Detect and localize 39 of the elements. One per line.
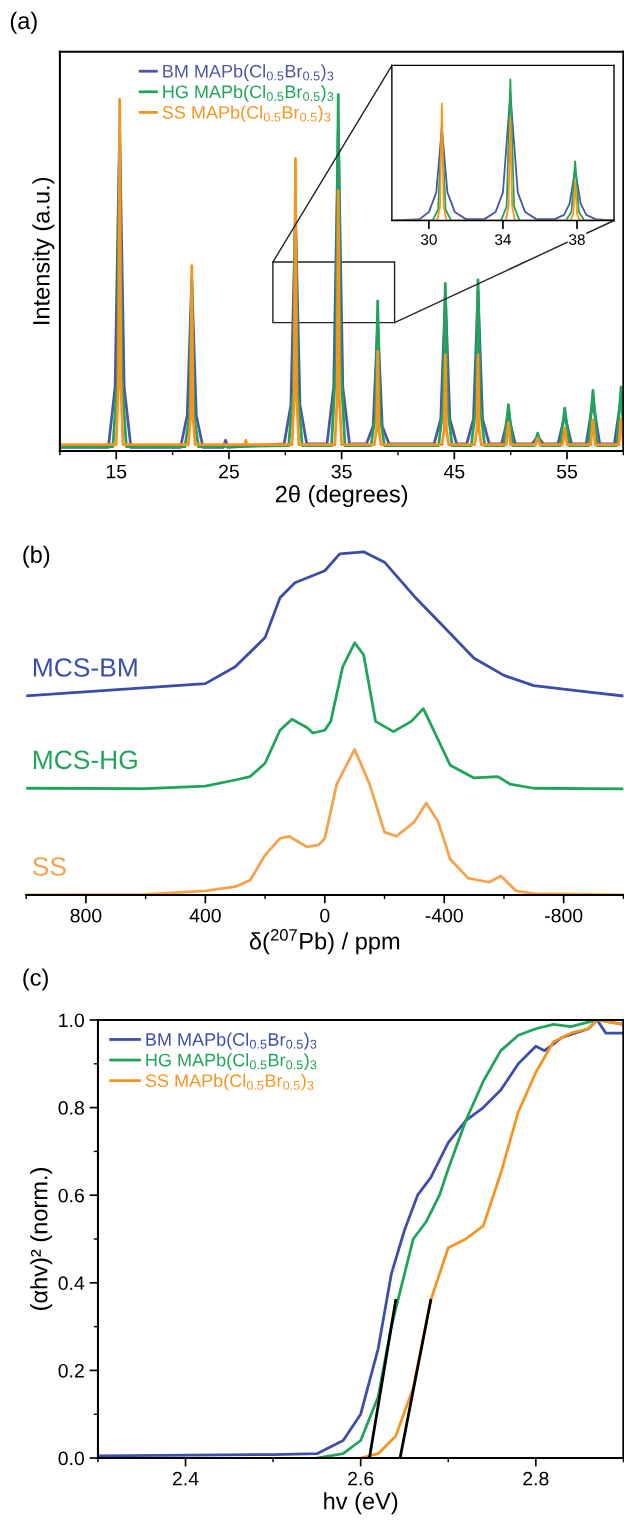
x-axis-title: 2θ (degrees) bbox=[275, 485, 408, 508]
x-tick-label: 25 bbox=[219, 464, 239, 479]
series-label: SS bbox=[32, 857, 66, 876]
legend-label: SS MAPb(Cl$_{0.5}$Br$_{0.5}$)$_{3}$ bbox=[145, 1073, 314, 1091]
x-tick-label: 2.4 bbox=[173, 1471, 199, 1486]
legend-label: BM MAPb(Cl$_{0.5}$Br$_{0.5}$)$_{3}$ bbox=[146, 1032, 317, 1050]
legend-label: HG MAPb(Cl$_{0.5}$Br$_{0.5}$)$_{3}$ bbox=[163, 84, 334, 102]
x-tick-label: 55 bbox=[556, 464, 578, 479]
y-tick-label: 0.6 bbox=[58, 1188, 84, 1203]
y-tick-label: 1.0 bbox=[59, 1013, 85, 1028]
legend-label: SS MAPb(Cl$_{0.5}$Br$_{0.5}$)$_{3}$ bbox=[162, 105, 331, 123]
x-tick-label: 2.6 bbox=[348, 1471, 374, 1486]
x-tick-label: 30 bbox=[420, 234, 437, 245]
x-tick-label: 35 bbox=[331, 464, 352, 479]
y-axis-title: (αhv)² (norm.) bbox=[30, 1168, 53, 1310]
x-tick-label: -800 bbox=[545, 908, 583, 923]
x-tick-label: 2.8 bbox=[523, 1471, 549, 1486]
chart-title: (a) bbox=[10, 11, 37, 34]
x-axis-title: hv (eV) bbox=[324, 1492, 398, 1515]
y-tick-label: 0.0 bbox=[58, 1451, 85, 1466]
y-tick-label: 0.2 bbox=[58, 1363, 84, 1378]
y-axis-title: Intensity (a.u.) bbox=[32, 178, 55, 324]
y-tick-label: 0.4 bbox=[58, 1276, 85, 1291]
x-tick-label: 34 bbox=[495, 234, 511, 245]
x-tick-label: 0 bbox=[320, 908, 330, 923]
chart-title: (b) bbox=[23, 545, 50, 568]
series-label: MCS-BM bbox=[33, 658, 137, 677]
x-axis-title: δ($^{207}$Pb) / ppm bbox=[249, 929, 400, 955]
y-tick-label: 0.8 bbox=[58, 1101, 84, 1115]
chart-title: (c) bbox=[23, 968, 48, 991]
x-tick-label: 45 bbox=[443, 464, 465, 479]
x-tick-label: 400 bbox=[189, 908, 221, 923]
x-tick-label: 800 bbox=[70, 908, 102, 923]
series-label: MCS-HG bbox=[33, 750, 137, 770]
legend-label: BM MAPb(Cl$_{0.5}$Br$_{0.5}$)$_{3}$ bbox=[163, 64, 334, 82]
legend-label: HG MAPb(Cl$_{0.5}$Br$_{0.5}$)$_{3}$ bbox=[146, 1053, 317, 1071]
x-tick-label: 38 bbox=[569, 234, 585, 245]
x-tick-label: 15 bbox=[106, 464, 127, 479]
x-tick-label: -400 bbox=[425, 908, 463, 923]
